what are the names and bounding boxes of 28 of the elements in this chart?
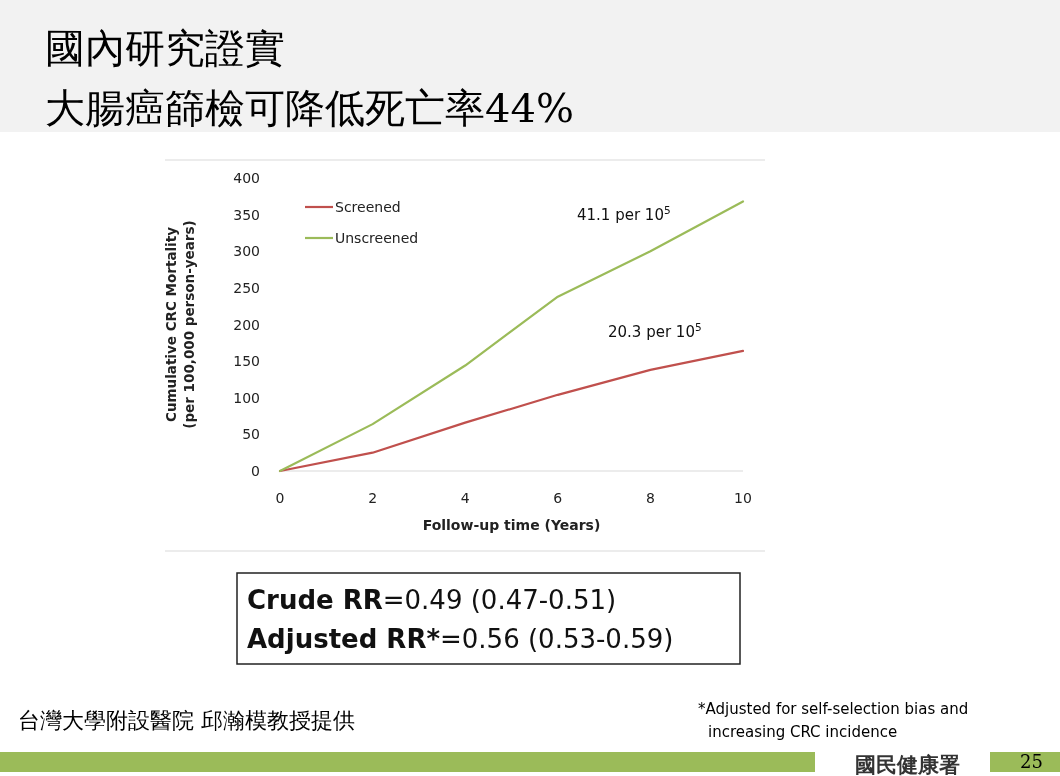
y-tick-label: 400: [233, 170, 260, 186]
text: 台灣大學附設醫院 邱瀚模教授提供: [18, 708, 355, 733]
y-tick-label: 350: [233, 206, 260, 223]
text: *Adjusted for self-selection bias and increasing CRC incidence: [698, 700, 969, 741]
y-tick-label: 250: [233, 279, 260, 296]
y-tick-label: 100: [233, 389, 260, 406]
x-tick-label: 6: [553, 490, 563, 506]
y-tick-label: 300: [233, 243, 260, 260]
rr-box: Crude RR=0.49 (0.47-0.51) Adjusted RR*=0.56 (0.53-0.59): [236, 572, 741, 665]
x-tick-label: 8: [645, 490, 655, 506]
x-tick-label: 0: [275, 490, 285, 506]
y-tick-label: 150: [233, 353, 260, 370]
annotation: 41.1 per 10$^{5}$: [577, 204, 671, 224]
x-tick-label: 4: [460, 490, 470, 506]
y-axis-title: Cumulative CRC Mortality (per 100,000 person-years): [163, 220, 197, 429]
y-tick-label: 0: [251, 463, 260, 479]
legend-label: Unscreened: [335, 230, 419, 246]
y-tick-label: 200: [233, 316, 260, 333]
x-tick-label: 2: [368, 490, 378, 506]
text: 國民健康署: [855, 753, 960, 776]
chart-title: 國內研究證實: [45, 25, 285, 71]
x-tick-label: 10: [734, 490, 752, 506]
text: 25: [1020, 751, 1043, 772]
chart-subtitle: 大腸癌篩檢可降低死亡率44%: [45, 85, 574, 131]
y-tick-label: 50: [242, 426, 260, 443]
annotation: 20.3 per 10$^{5}$: [608, 321, 702, 341]
x-axis-title: Follow-up time (Years): [422, 517, 601, 533]
legend-label: Screened: [335, 199, 401, 215]
